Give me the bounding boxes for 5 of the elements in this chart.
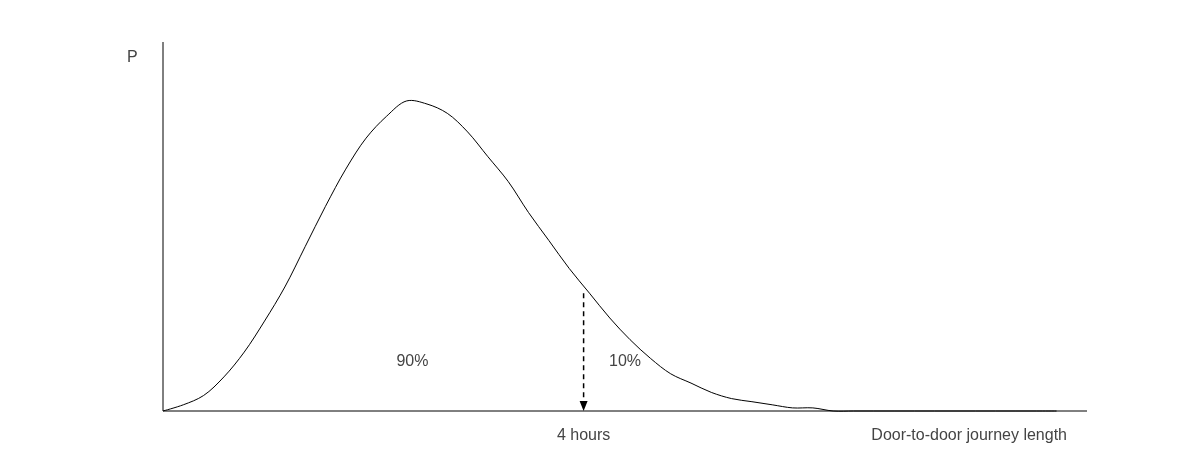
y-axis-title: P bbox=[127, 48, 138, 65]
text: 4 hours bbox=[556, 426, 611, 443]
annotation: 10% bbox=[608, 352, 642, 369]
x-axis-title: Door-to-door journey length bbox=[871, 426, 1067, 443]
annotation: 90% bbox=[396, 352, 429, 369]
